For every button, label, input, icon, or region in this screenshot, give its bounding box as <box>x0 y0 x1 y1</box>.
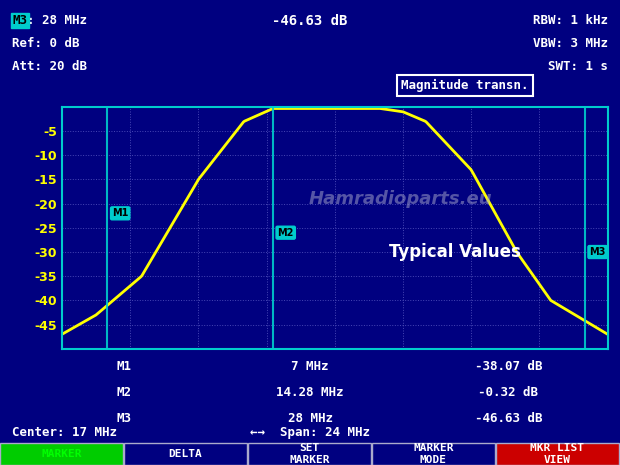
Text: Center: 17 MHz: Center: 17 MHz <box>12 426 117 439</box>
Text: Hamradioparts.eu: Hamradioparts.eu <box>309 190 492 208</box>
Text: DELTA: DELTA <box>169 449 202 459</box>
Text: M3: M3 <box>590 247 606 257</box>
Text: M3: 28 MHz: M3: 28 MHz <box>12 14 87 27</box>
Text: M3: M3 <box>117 412 131 425</box>
Text: -38.07 dB: -38.07 dB <box>475 360 542 373</box>
Text: Typical Values: Typical Values <box>389 243 521 261</box>
Text: MKR LIST
VIEW: MKR LIST VIEW <box>530 443 585 465</box>
Text: VBW: 3 MHz: VBW: 3 MHz <box>533 37 608 50</box>
Text: Att: 20 dB: Att: 20 dB <box>12 60 87 73</box>
Text: SWT: 1 s: SWT: 1 s <box>547 60 608 73</box>
Text: -46.63 dB: -46.63 dB <box>272 14 348 28</box>
Text: MARKER
MODE: MARKER MODE <box>413 443 454 465</box>
Text: Ref: 0 dB: Ref: 0 dB <box>12 37 80 50</box>
Text: 7 MHz: 7 MHz <box>291 360 329 373</box>
Text: -46.63 dB: -46.63 dB <box>475 412 542 425</box>
Text: M1: M1 <box>112 208 128 219</box>
Text: M3: M3 <box>12 14 27 27</box>
Text: MARKER: MARKER <box>41 449 82 459</box>
Text: -0.32 dB: -0.32 dB <box>479 386 538 399</box>
Text: ←→  Span: 24 MHz: ←→ Span: 24 MHz <box>250 426 370 439</box>
Text: M2: M2 <box>278 228 294 238</box>
Text: Magnitude transn.: Magnitude transn. <box>401 79 529 92</box>
Text: RBW: 1 kHz: RBW: 1 kHz <box>533 14 608 27</box>
Text: 14.28 MHz: 14.28 MHz <box>277 386 343 399</box>
Text: SET
MARKER: SET MARKER <box>289 443 330 465</box>
Text: 28 MHz: 28 MHz <box>288 412 332 425</box>
Text: M2: M2 <box>117 386 131 399</box>
Text: M1: M1 <box>117 360 131 373</box>
